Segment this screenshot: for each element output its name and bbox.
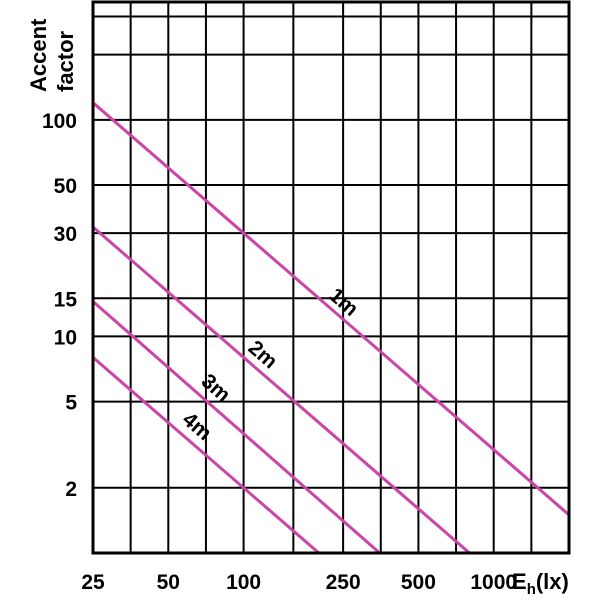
x-tick-label-500: 500 [401, 571, 436, 594]
y-tick-label-15: 15 [54, 288, 78, 311]
x-tick-label-1000: 1000 [470, 571, 517, 594]
y-tick-label-2: 2 [65, 478, 77, 501]
x-axis-label-main: E [512, 569, 527, 594]
series-line-4m [92, 356, 320, 555]
y-tick-label-10: 10 [54, 326, 77, 349]
vertical-gridlines [92, 2, 533, 553]
series-label-2m: 2m [244, 336, 282, 373]
series-line-1m [92, 101, 570, 516]
x-axis-label-subscript: h [527, 581, 536, 598]
series-line-2m [92, 225, 471, 555]
y-axis-label-line1: Accent [26, 18, 51, 92]
series-line-3m [92, 300, 381, 555]
x-tick-label-50: 50 [157, 571, 180, 594]
x-tick-label-100: 100 [226, 571, 261, 594]
series-lines [92, 101, 570, 555]
x-tick-label-25: 25 [81, 571, 105, 594]
y-tick-label-100: 100 [42, 110, 77, 133]
x-tick-labels: 25 50 100 250 500 1000 [81, 571, 517, 594]
series-label-4m: 4m [178, 408, 216, 445]
y-tick-label-30: 30 [54, 223, 77, 246]
y-tick-labels: 2 5 10 15 30 50 100 [42, 110, 77, 501]
x-axis-label-unit: (lx) [536, 569, 569, 594]
x-tick-label-250: 250 [326, 571, 361, 594]
horizontal-gridlines [93, 15, 569, 489]
x-axis-label: Eh(lx) [512, 569, 569, 598]
y-axis-label-line2: factor [53, 30, 78, 92]
series-label-1m: 1m [325, 284, 363, 321]
y-tick-label-5: 5 [65, 392, 77, 415]
plot-frame [91, 0, 571, 555]
y-tick-label-50: 50 [54, 175, 77, 198]
